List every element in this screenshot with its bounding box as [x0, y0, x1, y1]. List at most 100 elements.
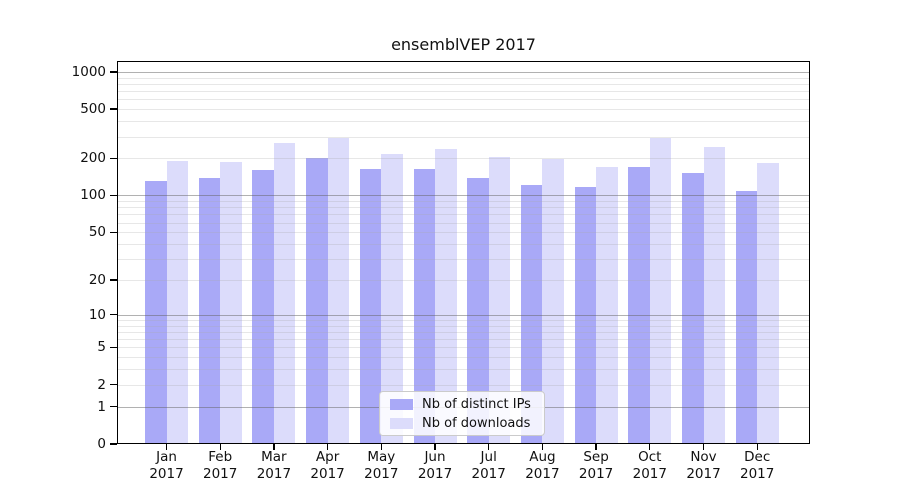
bar-downloads-jul [488, 157, 511, 444]
x-tick-label-oct: Oct 2017 [632, 449, 667, 482]
x-tick-jan [165, 444, 168, 450]
y-tick-label-10: 10 [88, 306, 106, 323]
legend-label-distinct-ips: Nb of distinct IPs [422, 396, 531, 412]
gridline-minor-60 [117, 222, 810, 224]
gridline-minor-900 [117, 77, 810, 79]
gridline-minor-600 [117, 99, 810, 101]
x-tick-apr [326, 444, 329, 450]
y-tick-100 [110, 194, 117, 197]
bar-downloads-nov [703, 147, 725, 444]
x-tick-label-nov: Nov 2017 [686, 449, 721, 482]
gridline-major-10 [117, 314, 810, 316]
bar-downloads-aug [542, 159, 564, 444]
bar-distinct-ips-apr [306, 158, 328, 444]
gridline-major-1000 [117, 71, 810, 73]
bar-downloads-sep [596, 167, 618, 444]
y-tick-label-20: 20 [88, 272, 106, 288]
x-tick-label-jun: Jun 2017 [417, 449, 453, 482]
bar-distinct-ips-may [359, 169, 382, 444]
gridline-minor-20 [117, 280, 810, 281]
y-tick-1 [110, 406, 117, 408]
y-tick-50 [110, 231, 117, 233]
y-tick-label-1: 1 [97, 398, 106, 415]
bar-distinct-ips-feb [198, 178, 221, 444]
x-tick-label-jul: Jul 2017 [471, 449, 506, 482]
legend-label-downloads: Nb of downloads [422, 415, 531, 431]
gridline-minor-2 [117, 384, 810, 386]
x-tick-mar [273, 444, 275, 450]
x-tick-label-mar: Mar 2017 [256, 449, 292, 482]
bar-distinct-ips-jul [467, 177, 489, 444]
x-tick-label-aug: Aug 2017 [525, 449, 560, 482]
gridline-minor-7 [117, 331, 810, 333]
x-tick-label-dec: Dec 2017 [740, 449, 775, 482]
x-tick-label-sep: Sep 2017 [578, 449, 614, 482]
y-tick-label-5: 5 [97, 339, 106, 356]
legend: Nb of distinct IPs Nb of downloads [379, 391, 545, 436]
bar-downloads-mar [273, 142, 296, 444]
x-tick-jul [488, 444, 490, 450]
gridline-minor-500 [117, 109, 810, 111]
gridline-minor-80 [117, 207, 810, 209]
bar-distinct-ips-oct [628, 167, 650, 444]
bar-downloads-may [381, 153, 403, 444]
y-tick-10 [110, 314, 117, 316]
bar-downloads-dec [757, 162, 779, 444]
gridline-minor-200 [117, 158, 810, 160]
gridline-minor-30 [117, 259, 810, 261]
y-tick-label-2: 2 [97, 376, 106, 393]
gridline-major-100 [117, 195, 810, 197]
gridline-minor-90 [117, 201, 810, 203]
gridline-minor-6 [117, 339, 810, 341]
y-tick-200 [110, 157, 117, 159]
y-tick-500 [110, 108, 117, 110]
y-tick-label-200: 200 [80, 150, 106, 167]
y-tick-label-100: 100 [80, 187, 106, 204]
legend-item-distinct-ips: Nb of distinct IPs [390, 397, 544, 412]
gridline-minor-40 [117, 243, 810, 245]
gridline-minor-50 [117, 232, 810, 234]
x-tick-label-feb: Feb 2017 [203, 449, 238, 482]
bar-distinct-ips-mar [252, 170, 274, 444]
x-tick-feb [219, 444, 221, 450]
x-tick-label-apr: Apr 2017 [310, 449, 345, 482]
gridline-minor-300 [117, 136, 810, 138]
y-tick-20 [110, 279, 117, 281]
gridline-minor-9 [117, 319, 810, 321]
gridline-minor-70 [117, 214, 810, 216]
bar-downloads-feb [220, 161, 242, 444]
x-tick-label-jan: Jan 2017 [149, 449, 184, 482]
x-tick-sep [595, 444, 597, 450]
y-tick-1000 [110, 71, 117, 73]
y-tick-label-1000: 1000 [71, 63, 106, 80]
x-tick-may [380, 444, 382, 450]
y-tick-label-0: 0 [97, 436, 106, 452]
x-tick-label-may: May 2017 [364, 449, 399, 482]
x-tick-aug [541, 444, 544, 450]
legend-item-downloads: Nb of downloads [390, 416, 544, 431]
bar-downloads-jun [435, 149, 457, 444]
y-tick-2 [110, 384, 117, 386]
bar-distinct-ips-aug [520, 185, 543, 444]
chart-title: ensemblVEP 2017 [391, 35, 536, 54]
y-tick-5 [110, 346, 117, 349]
gridline-minor-800 [117, 83, 810, 85]
gridline-minor-5 [117, 347, 810, 349]
y-tick-0 [110, 443, 117, 445]
y-tick-label-50: 50 [88, 224, 106, 241]
gridline-minor-400 [117, 121, 810, 123]
bar-distinct-ips-jan [145, 180, 167, 444]
x-tick-dec [756, 444, 758, 450]
gridline-minor-700 [117, 91, 810, 93]
bar-downloads-oct [649, 137, 672, 444]
x-tick-oct [649, 444, 651, 450]
x-tick-nov [702, 444, 705, 450]
bar-distinct-ips-dec [735, 190, 758, 444]
legend-swatch-downloads [390, 417, 413, 429]
legend-swatch-distinct-ips [390, 398, 413, 410]
gridline-minor-4 [117, 357, 810, 359]
